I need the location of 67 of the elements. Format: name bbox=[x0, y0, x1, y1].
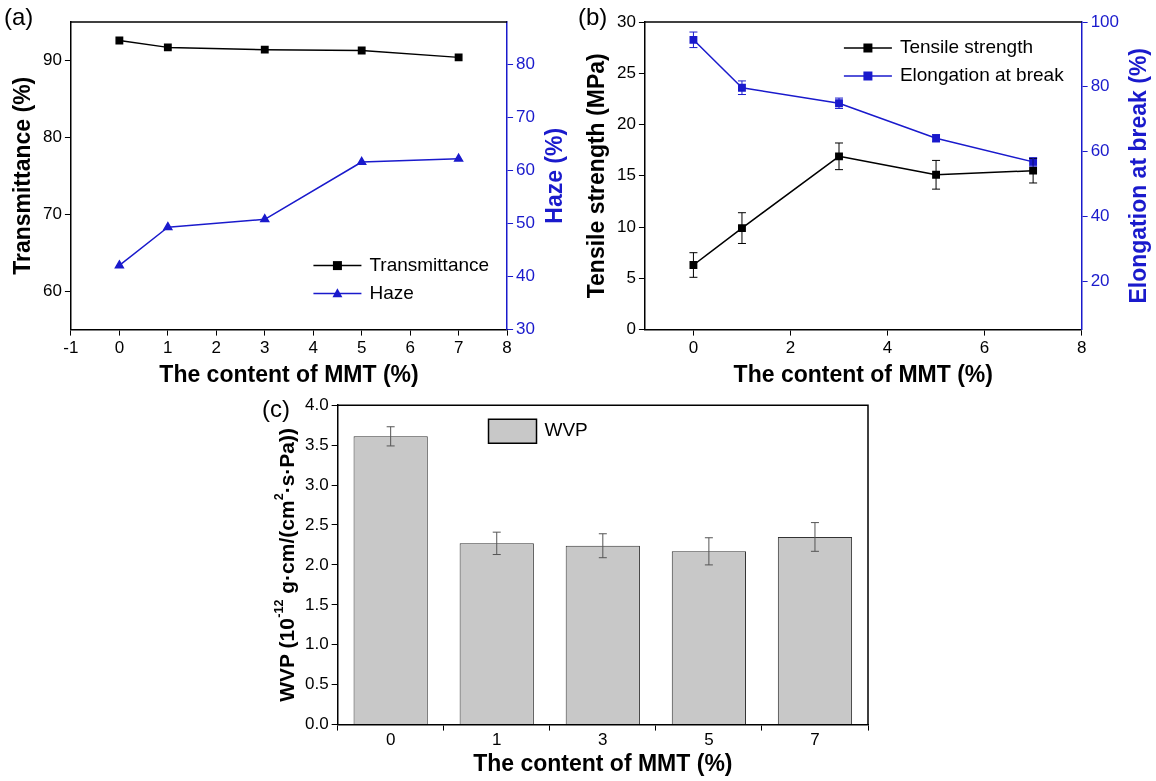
y2-tick-label: 30 bbox=[516, 319, 536, 339]
x-tick-label: 1 bbox=[492, 730, 502, 750]
y-axis-title: WVP (10-12 g·cm/(cm2·s·Pa)) bbox=[272, 428, 298, 702]
x-tick-label: 4 bbox=[882, 338, 893, 358]
chart-title: (b) bbox=[578, 2, 608, 30]
y2-tick-label: 40 bbox=[1090, 205, 1110, 225]
y-axis-title: Transmittance (%) bbox=[9, 76, 36, 275]
y-tick-label: 80 bbox=[42, 127, 62, 147]
y-tick-label: 10 bbox=[616, 216, 636, 236]
x-tick-label: 2 bbox=[211, 338, 222, 358]
x-tick-label: 5 bbox=[704, 730, 714, 750]
x-tick-label: 6 bbox=[979, 338, 990, 358]
x-tick-label: 0 bbox=[114, 338, 125, 358]
y-tick-label: 2.0 bbox=[304, 554, 329, 574]
legend-label: Tensile strength bbox=[899, 36, 1033, 58]
y2-tick-label: 70 bbox=[516, 107, 536, 127]
x-tick-label: 1 bbox=[163, 338, 173, 358]
y2-axis-title: Haze (%) bbox=[541, 127, 568, 224]
y-tick-label: 1.5 bbox=[304, 594, 329, 614]
x-tick-label: 8 bbox=[502, 338, 512, 358]
y-tick-label: 15 bbox=[616, 165, 636, 185]
y-tick-label: 30 bbox=[616, 11, 636, 31]
x-tick-label: -1 bbox=[63, 338, 79, 358]
y-tick-label: 4.0 bbox=[304, 394, 329, 414]
x-tick-label: 3 bbox=[598, 730, 608, 750]
y-tick-label: 60 bbox=[42, 280, 62, 300]
x-tick-label: 5 bbox=[356, 338, 367, 358]
legend-label: Elongation at break bbox=[899, 64, 1065, 86]
y2-tick-label: 100 bbox=[1090, 11, 1120, 31]
x-tick-label: 2 bbox=[785, 338, 796, 358]
y-tick-label: 25 bbox=[616, 62, 636, 82]
x-axis-title: The content of MMT (%) bbox=[473, 750, 733, 777]
y2-tick-label: 80 bbox=[1090, 76, 1110, 96]
y-tick-label: 70 bbox=[42, 203, 62, 223]
y2-tick-label: 20 bbox=[1090, 270, 1110, 290]
y-tick-label: 1.0 bbox=[304, 634, 329, 654]
y-axis-title: Tensile strength (MPa) bbox=[583, 53, 610, 299]
y-tick-label: 2.5 bbox=[304, 514, 329, 534]
y-tick-label: 3.0 bbox=[304, 474, 329, 494]
y-tick-label: 0 bbox=[626, 319, 636, 339]
y-tick-label: 3.5 bbox=[304, 434, 329, 454]
y2-tick-label: 60 bbox=[516, 160, 536, 180]
y-tick-label: 20 bbox=[616, 114, 636, 134]
x-tick-label: 6 bbox=[405, 338, 415, 358]
x-tick-label: 4 bbox=[308, 338, 318, 358]
x-tick-label: 0 bbox=[385, 730, 396, 750]
x-tick-label: 8 bbox=[1076, 338, 1087, 358]
y2-tick-label: 40 bbox=[516, 266, 536, 286]
x-axis-title: The content of MMT (%) bbox=[159, 361, 419, 388]
y2-tick-label: 60 bbox=[1090, 141, 1110, 161]
x-tick-label: 0 bbox=[688, 338, 699, 358]
y2-tick-label: 80 bbox=[516, 54, 536, 74]
chart-title: (a) bbox=[4, 2, 34, 30]
legend-label: Transmittance bbox=[369, 253, 490, 275]
y2-tick-label: 50 bbox=[516, 213, 536, 233]
y-tick-label: 0.5 bbox=[304, 674, 329, 694]
legend-label: Haze bbox=[369, 281, 414, 303]
y-tick-label: 90 bbox=[42, 50, 62, 70]
y-tick-label: 0.0 bbox=[304, 714, 329, 734]
y-tick-label: 5 bbox=[626, 268, 636, 288]
y2-axis-title: Elongation at break (%) bbox=[1125, 48, 1152, 304]
legend-label: WVP bbox=[544, 419, 588, 441]
x-axis-title: The content of MMT (%) bbox=[733, 361, 993, 388]
x-tick-label: 7 bbox=[453, 338, 464, 358]
x-tick-label: 7 bbox=[810, 730, 820, 750]
chart-title: (c) bbox=[262, 394, 290, 422]
x-tick-label: 3 bbox=[260, 338, 270, 358]
